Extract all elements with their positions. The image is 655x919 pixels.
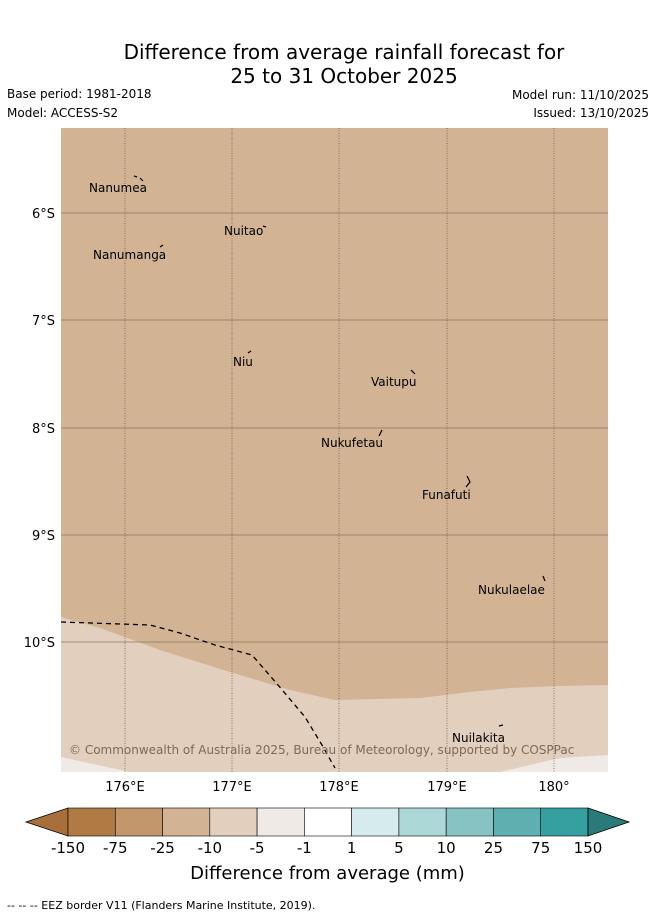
dry-band-1-5-west [61, 757, 130, 772]
model-run: Model run: 11/10/2025 [511, 88, 649, 102]
colorbar-extend-high [587, 807, 631, 837]
colorbar-segment [540, 807, 589, 837]
colorbar-tick-label: 25 [484, 839, 503, 857]
island-outlines [133, 175, 546, 727]
dry-band-5-10 [61, 617, 608, 772]
colorbar-segment [67, 807, 116, 837]
colorbar-segment [209, 807, 258, 837]
colorbar-extend-low [24, 807, 69, 837]
island-nukulaelae [542, 575, 546, 582]
rainfall-map: Nanumea Nuitao Nanumanga Niu Vaitupu Nuk… [24, 128, 608, 795]
colorbar-segment [256, 807, 305, 837]
lon-label-178e: 178°E [319, 780, 359, 795]
colorbar-tick-label: 5 [394, 839, 404, 857]
title-line-2: 25 to 31 October 2025 [230, 64, 458, 88]
lon-label-179e: 179°E [427, 780, 467, 795]
island-nukufetau [378, 429, 383, 437]
colorbar-tick-label: -10 [198, 839, 223, 857]
colorbar-tick-label: -1 [297, 839, 312, 857]
lon-label-180: 180° [538, 780, 569, 795]
island-niu [247, 350, 252, 354]
island-funafuti [465, 475, 471, 488]
island-nanumea-a [133, 175, 138, 178]
colorbar-label: Difference from average (mm) [190, 863, 465, 884]
place-label-funafuti: Funafuti [422, 488, 471, 502]
island-nuilakita [498, 724, 504, 727]
lat-label-9s: 9°S [32, 529, 55, 544]
island-nuitao [262, 225, 267, 228]
colorbar-ticks: -150 -75 -25 -10 -5 -1 1 5 10 25 75 150 [51, 839, 602, 857]
island-nanumanga [159, 244, 164, 248]
issued-date: Issued: 13/10/2025 [533, 106, 649, 120]
place-label-nuitao: Nuitao [224, 224, 263, 238]
colorbar-segment [398, 807, 447, 837]
colorbar-tick-label: 1 [347, 839, 357, 857]
colorbar-tick-label: -25 [150, 839, 175, 857]
model-name: Model: ACCESS-S2 [7, 106, 119, 120]
copyright-notice: © Commonwealth of Australia 2025, Bureau… [69, 743, 574, 757]
eez-legend-note: -- -- -- EEZ border V11 (Flanders Marine… [7, 899, 316, 912]
colorbar-tick-label: -5 [250, 839, 265, 857]
title-line-1: Difference from average rainfall forecas… [123, 40, 565, 64]
colorbar-segment [445, 807, 494, 837]
map-title: Difference from average rainfall forecas… [0, 40, 655, 88]
lat-label-6s: 6°S [32, 207, 55, 222]
place-label-nukufetau: Nukufetau [321, 436, 383, 450]
colorbar-segment [493, 807, 542, 837]
place-label-nanumea: Nanumea [89, 181, 147, 195]
lat-label-10s: 10°S [24, 636, 55, 651]
colorbar-segment [351, 807, 400, 837]
colorbar-segments [24, 807, 631, 837]
place-label-nukulaelae: Nukulaelae [478, 583, 545, 597]
lat-label-7s: 7°S [32, 314, 55, 329]
lon-label-176e: 176°E [105, 780, 145, 795]
colorbar-tick-label: -150 [51, 839, 85, 857]
colorbar-tick-label: -75 [103, 839, 128, 857]
colorbar-tick-label: 75 [531, 839, 550, 857]
colorbar-tick-label: 10 [437, 839, 456, 857]
place-label-niu: Niu [233, 355, 253, 369]
colorbar-segment [162, 807, 211, 837]
colorbar: -150 -75 -25 -10 -5 -1 1 5 10 25 75 150 [24, 807, 631, 857]
colorbar-segment [304, 807, 352, 837]
place-label-nuilakita: Nuilakita [452, 731, 505, 745]
island-nanumea-b [139, 177, 144, 182]
lat-label-8s: 8°S [32, 422, 55, 437]
island-vaitupu [410, 369, 416, 375]
place-label-vaitupu: Vaitupu [371, 375, 417, 389]
eez-border [60, 621, 336, 769]
lon-label-177e: 177°E [212, 780, 252, 795]
base-period: Base period: 1981-2018 [7, 87, 152, 101]
place-label-nanumanga: Nanumanga [93, 248, 166, 262]
latitude-gridlines [61, 212, 608, 643]
colorbar-tick-label: 150 [574, 839, 603, 857]
colorbar-segment [114, 807, 163, 837]
